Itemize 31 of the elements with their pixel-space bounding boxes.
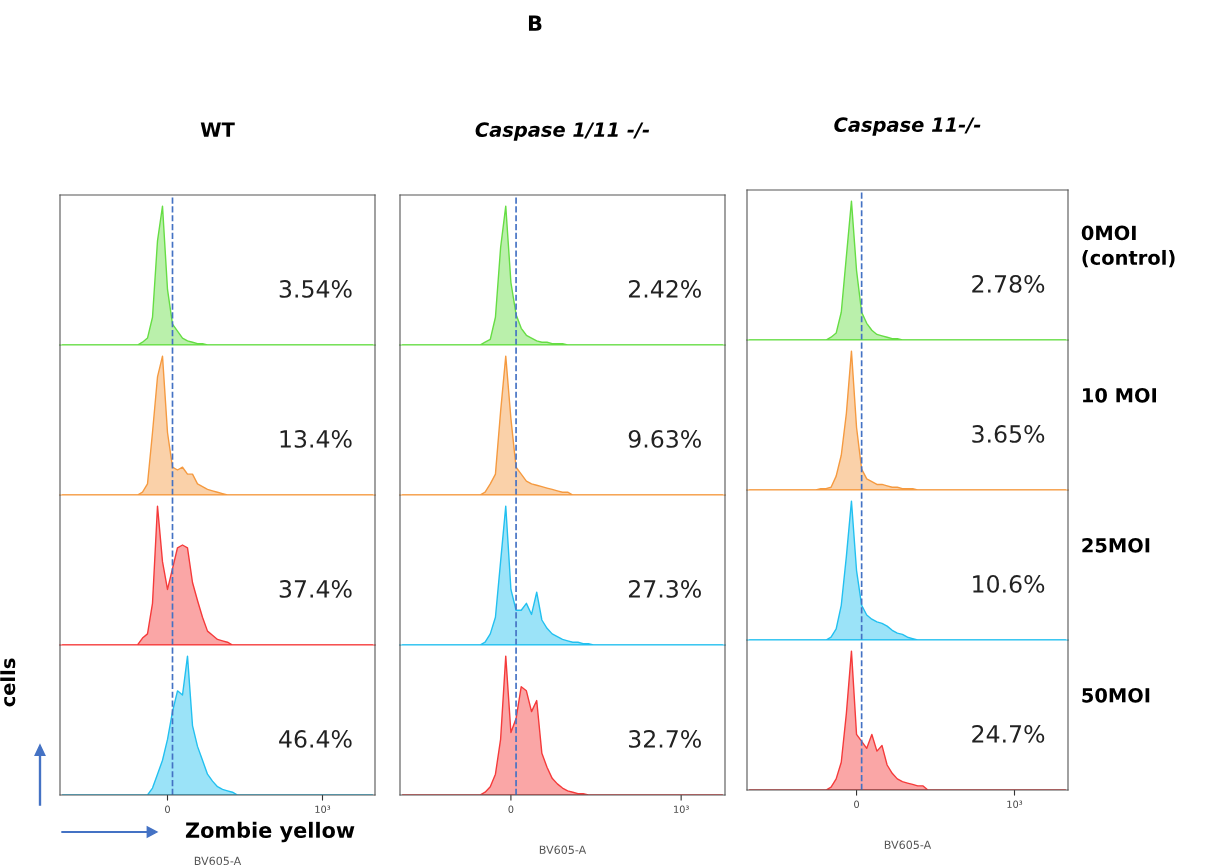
annotation: 13.4% [280, 429, 352, 448]
y2-axis-title: 0MOI (control) [1081, 225, 1175, 268]
chart-title: Caspase 11-/- [834, 117, 981, 136]
text: B [528, 15, 542, 31]
annotation: 37.4% [279, 579, 352, 598]
x-axis-title: BV605-A [884, 840, 932, 849]
x-tick-label: 0 [508, 805, 514, 813]
chart-title: Caspase 1/11 -/- [475, 122, 650, 141]
x-tick-label: 10³ [315, 805, 331, 813]
y-axis-title: cells [0, 658, 16, 707]
x-tick-label: 10³ [674, 805, 689, 813]
y2-axis-title: 10 MOI [1083, 387, 1156, 403]
annotation: 24.7% [972, 724, 1045, 743]
x-tick-label: 10³ [1007, 800, 1023, 808]
x-axis-title: BV605-A [194, 856, 242, 866]
annotation: 27.3% [628, 579, 701, 598]
annotation: 46.4% [279, 729, 352, 748]
annotation: 10.6% [973, 574, 1045, 593]
y2-axis-title: 25MOI [1082, 537, 1150, 553]
annotation: 2.42% [628, 279, 701, 298]
x-tick-label: 0 [165, 805, 170, 813]
x-axis-title: BV605-A [539, 845, 587, 854]
annotation: 2.78% [972, 274, 1045, 293]
text: Zombie yellow [185, 821, 355, 843]
annotation: 32.7% [629, 729, 701, 748]
x-tick-label: 0 [854, 800, 859, 808]
annotation: 9.63% [628, 429, 701, 448]
y2-axis-title: 50MOI [1082, 687, 1150, 703]
annotation: 3.54% [279, 279, 352, 298]
chart-title: WT [200, 122, 235, 137]
annotation: 3.65% [972, 424, 1045, 443]
